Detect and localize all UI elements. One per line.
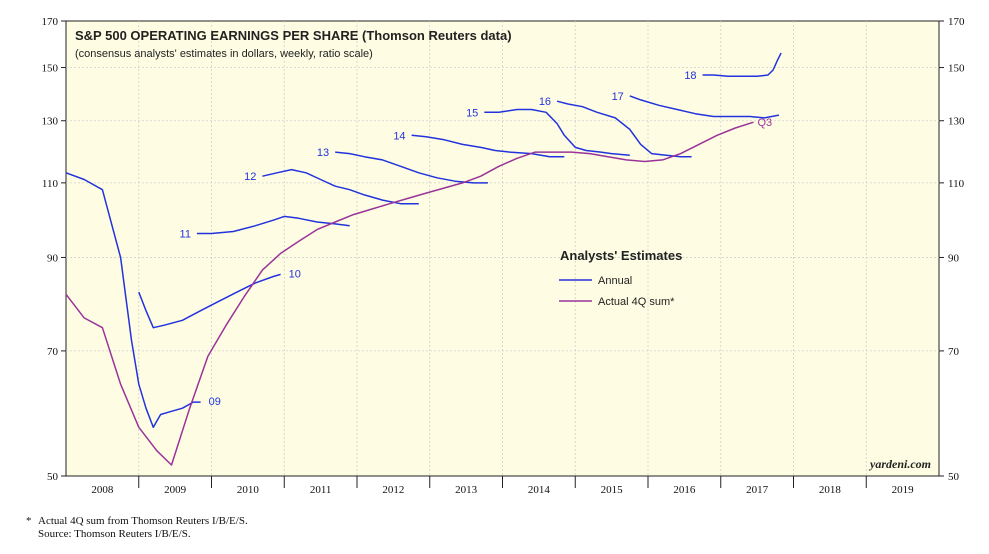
axes: 50 50 70 70 90 90 110 110 130 130 150 150 170 170 2008… — [42, 16, 966, 496]
series-label: 15 — [466, 107, 478, 119]
series-line-15 — [484, 108, 630, 156]
x-tick-label: 2018 — [819, 484, 842, 496]
series-label: 11 — [180, 228, 191, 240]
x-tick-label: 2011 — [310, 484, 332, 496]
y-tick-label-right: 170 — [948, 16, 965, 28]
x-tick-label: 2013 — [455, 484, 478, 496]
series-line-17 — [629, 95, 780, 119]
legend-label-annual: Annual — [598, 275, 632, 287]
series-label: 18 — [684, 70, 696, 82]
series-label: 16 — [539, 96, 551, 108]
source-note: Source: Thomson Reuters I/B/E/S. — [38, 528, 191, 540]
chart-subtitle: (consensus analysts' estimates in dollar… — [75, 48, 373, 60]
y-tick-label-right: 130 — [948, 116, 965, 128]
y-tick-label-left: 90 — [47, 252, 59, 264]
series-line-11 — [196, 215, 350, 235]
series-label: 10 — [289, 268, 301, 280]
series-line-18 — [702, 52, 782, 78]
footnote-text: Actual 4Q sum from Thomson Reuters I/B/E… — [38, 515, 248, 527]
y-tick-label-left: 110 — [42, 178, 59, 190]
x-tick-label: 2017 — [746, 484, 769, 496]
y-tick-label-right: 150 — [948, 63, 965, 75]
y-tick-label-right: 90 — [948, 252, 960, 264]
y-tick-label-left: 70 — [47, 346, 59, 358]
series-label: Q3 — [757, 117, 772, 129]
series-line-actual-4q-sum- — [65, 121, 754, 466]
x-tick-label: 2015 — [601, 484, 624, 496]
series-line-16 — [556, 100, 692, 158]
legend-title: Analysts' Estimates — [560, 248, 682, 263]
y-tick-label-left: 170 — [42, 16, 59, 28]
x-tick-label: 2009 — [164, 484, 187, 496]
series-line-12 — [262, 168, 419, 205]
x-tick-label: 2016 — [673, 484, 696, 496]
y-tick-label-left: 50 — [47, 471, 59, 483]
x-tick-label: 2019 — [892, 484, 915, 496]
footnote: * Actual 4Q sum from Thomson Reuters I/B/… — [26, 515, 248, 527]
series-label: 17 — [612, 91, 624, 103]
legend-label-actual: Actual 4Q sum* — [598, 296, 675, 308]
footnote-marker: * — [26, 515, 32, 527]
x-tick-label: 2014 — [528, 484, 551, 496]
series-labels: 09 10 11 12 13 14 15 16 17 18 Q3 — [180, 70, 773, 408]
x-tick-label: 2012 — [382, 484, 404, 496]
y-tick-label-right: 50 — [948, 471, 960, 483]
watermark: yardeni.com — [868, 457, 931, 471]
series-line-14 — [411, 134, 565, 158]
y-tick-label-right: 110 — [948, 178, 965, 190]
y-tick-label-right: 70 — [948, 346, 960, 358]
y-tick-label-left: 130 — [42, 116, 59, 128]
x-tick-label: 2010 — [237, 484, 260, 496]
plot-background — [65, 20, 940, 477]
x-tick-label: 2008 — [91, 484, 114, 496]
series-label: 12 — [244, 171, 256, 183]
series-label: 13 — [317, 147, 329, 159]
series-label: 09 — [209, 396, 221, 408]
y-tick-label-left: 150 — [42, 63, 59, 75]
series-group — [65, 52, 782, 466]
series-line-09 — [65, 172, 201, 429]
series-line-10 — [138, 273, 281, 329]
legend: Analysts' Estimates Annual Actual 4Q sum… — [559, 248, 682, 308]
chart-title: S&P 500 OPERATING EARNINGS PER SHARE (Th… — [75, 28, 512, 43]
series-label: 14 — [393, 130, 405, 142]
